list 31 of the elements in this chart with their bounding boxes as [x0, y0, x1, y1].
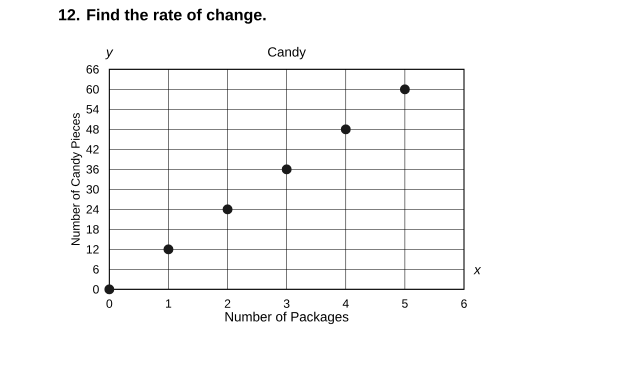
x-axis-title: Number of Packages	[226, 312, 348, 324]
y-tick-label: 30	[86, 185, 99, 194]
x-tick-label: 3	[284, 299, 290, 308]
point	[340, 124, 351, 134]
point	[400, 84, 410, 94]
y-tick-label: 36	[86, 165, 99, 174]
point	[104, 284, 114, 294]
x-tick-label: 0	[106, 299, 112, 308]
y-tick-label: 48	[86, 125, 99, 134]
y-tick-label: 42	[86, 145, 99, 154]
x-tick-label: 5	[402, 299, 408, 308]
y-tick-label: 66	[86, 65, 99, 74]
x-tick-label: 1	[166, 299, 172, 308]
y-tick-label: 24	[86, 205, 99, 214]
y-tick-label: 0	[93, 285, 99, 294]
y-tick-label: 6	[93, 265, 99, 274]
y-tick-label: 12	[86, 245, 99, 254]
x-tick-label: 4	[342, 299, 349, 308]
point	[164, 244, 174, 254]
text: y	[105, 49, 114, 60]
y-tick-label: 54	[86, 105, 99, 114]
x-tick-label: 2	[224, 299, 230, 308]
x-tick-label: 6	[461, 299, 467, 308]
y-tick-label: 60	[86, 85, 99, 94]
point	[222, 204, 232, 214]
text: x	[473, 267, 482, 274]
text: 12. Find the rate of change.	[59, 8, 266, 24]
chart-title: Candy	[268, 46, 306, 60]
point	[282, 164, 292, 174]
y-axis-title: Number of Candy Pieces	[70, 113, 82, 246]
y-tick-label: 18	[86, 225, 99, 234]
